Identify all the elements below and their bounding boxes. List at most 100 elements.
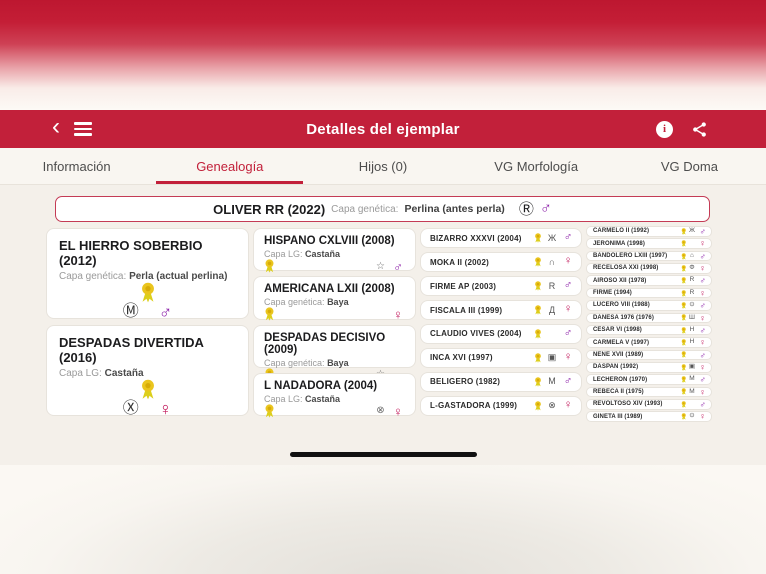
- horse-name: DANESA 1976 (1976): [593, 314, 654, 321]
- ancestor-card[interactable]: HISPANO CXLVIII (2008) Capa LG: Castaña ☆ ♂: [253, 228, 416, 273]
- info-icon[interactable]: i: [656, 120, 673, 138]
- ancestor-row[interactable]: CESAR VI (1998) H ♂: [586, 324, 712, 336]
- horse-name: BANDOLERO LXIII (1997): [593, 253, 668, 259]
- female-icon: ♀: [393, 403, 403, 419]
- horse-name: FIRME (1994): [593, 290, 632, 297]
- back-icon[interactable]: ‹: [52, 113, 60, 140]
- ancestor-row[interactable]: FIRME AP (2003) R ♂: [420, 275, 582, 297]
- home-indicator: [290, 452, 477, 457]
- male-icon: ♂: [563, 279, 573, 292]
- award-icon: [535, 401, 541, 411]
- female-icon: ♀: [699, 337, 706, 348]
- brand-mark-icon: H: [689, 338, 695, 346]
- male-icon: ♂: [563, 327, 573, 340]
- ancestor-row[interactable]: INCA XVI (1997) ▣ ♀: [420, 347, 582, 369]
- genealogy-tree: EL HIERRO SOBERBIO (2012) Capa genética: …: [46, 226, 712, 422]
- ancestor-row[interactable]: FIRME (1994) R ♀: [586, 287, 712, 299]
- tab-bar: Información Genealogía Hijos (0) VG Morf…: [0, 148, 766, 185]
- horse-name: CARMELO II (1992): [593, 228, 650, 235]
- share-icon[interactable]: [691, 121, 708, 138]
- ancestor-row[interactable]: DASPAN (1992) ▣ ♀: [586, 361, 712, 373]
- ancestor-row[interactable]: MOKA II (2002) ∩ ♀: [420, 251, 582, 273]
- horse-name: REBECA II (1975): [593, 388, 644, 395]
- ancestor-row[interactable]: FISCALA III (1999) Д ♀: [420, 299, 582, 321]
- brand-mark-icon: M: [689, 387, 695, 395]
- horse-name: BELIGERO (1982): [430, 377, 501, 387]
- ancestor-row[interactable]: BELIGERO (1982) M ♂: [420, 371, 582, 393]
- brand-mark-icon: H: [689, 325, 695, 333]
- brand-mark-icon: R: [689, 288, 695, 296]
- horse-name: NENE XVII (1989): [593, 351, 644, 358]
- tab-vg-morfologia[interactable]: VG Morfología: [494, 158, 579, 174]
- horse-name: FISCALA III (1999): [430, 305, 503, 315]
- female-icon: ♀: [699, 411, 706, 422]
- brand-mark-icon: ∩: [548, 256, 556, 267]
- capa-label: Capa genética:: [59, 271, 127, 282]
- male-icon: ♂: [699, 399, 706, 410]
- female-icon: ♀: [393, 307, 403, 323]
- tab-vg-doma[interactable]: VG Doma: [660, 158, 718, 174]
- ancestor-card[interactable]: DESPADAS DECISIVO (2009) Capa genética: B…: [253, 324, 416, 382]
- ancestor-row[interactable]: REVOLTOSO XIV (1993) ♂: [586, 399, 712, 410]
- award-icon: [681, 289, 686, 297]
- ancestor-row[interactable]: LUCERO VIII (1988) ⊙ ♂: [586, 300, 712, 311]
- award-icon: [535, 233, 541, 243]
- ancestor-row[interactable]: CARMELA V (1997) H ♀: [586, 337, 712, 348]
- capa-label: Capa genética:: [264, 297, 325, 308]
- award-icon: [681, 388, 686, 396]
- ancestor-row[interactable]: REBECA II (1975) M ♀: [586, 386, 712, 398]
- horse-name: CARMELA V (1997): [593, 339, 650, 346]
- ancestor-row[interactable]: AIROSO XII (1978) R ♂: [586, 275, 712, 286]
- ancestor-card[interactable]: AMERICANA LXII (2008) Capa genética: Baya…: [253, 276, 416, 323]
- capa-label: Capa LG:: [264, 393, 303, 404]
- ancestor-row[interactable]: BIZARRO XXXVI (2004) Ж ♂: [420, 228, 582, 249]
- subject-capa-value: Perlina (antes perla): [404, 203, 505, 215]
- award-icon: [535, 281, 541, 291]
- male-icon: ♂: [563, 231, 573, 244]
- tab-hijos[interactable]: Hijos (0): [358, 158, 408, 174]
- brand-mark-icon: R: [689, 276, 695, 284]
- award-icon: [535, 257, 541, 267]
- ancestor-row[interactable]: CLAUDIO VIVES (2004) ♂: [420, 323, 582, 345]
- ancestor-row[interactable]: RECELOSA XXI (1998) Φ ♀: [586, 263, 712, 274]
- background-blur-bottom: [0, 465, 766, 574]
- horse-name: EL HIERRO SOBERBIO (2012): [59, 238, 203, 268]
- ancestor-card[interactable]: L NADADORA (2004) Capa LG: Castaña ⊗ ♀: [253, 372, 416, 419]
- tab-informacion[interactable]: Información: [42, 158, 111, 174]
- award-icon: [535, 329, 541, 339]
- brand-mark-icon: M: [689, 375, 695, 383]
- brand-mark-icon: ☆: [376, 260, 385, 272]
- female-icon: ♀: [563, 303, 573, 316]
- horse-name: LECHERON (1970): [593, 376, 648, 383]
- ancestor-row[interactable]: BANDOLERO LXIII (1997) ⌂ ♂: [586, 250, 712, 262]
- horse-name: HISPANO CXLVIII (2008): [264, 235, 395, 247]
- award-icon: [265, 307, 274, 321]
- brand-mark-icon: ⊗: [548, 400, 556, 411]
- brand-mark-icon: ▣: [547, 352, 557, 363]
- male-icon: ♂: [699, 275, 706, 286]
- male-icon: ♂: [699, 324, 706, 335]
- ancestor-card[interactable]: DESPADAS DIVERTIDA (2016) Capa LG: Castañ…: [46, 325, 249, 419]
- menu-icon[interactable]: [74, 122, 92, 136]
- male-icon: ♂: [699, 300, 706, 311]
- award-icon: [681, 363, 686, 371]
- ancestor-row[interactable]: NENE XVII (1989) ♂: [586, 349, 712, 361]
- female-icon: ♀: [158, 399, 173, 419]
- horse-name: GINETA III (1989): [593, 413, 643, 420]
- ancestor-row[interactable]: CARMELO II (1992) Ж ♂: [586, 226, 712, 237]
- brand-mark-icon: R: [548, 280, 556, 291]
- tab-genealogia[interactable]: Genealogía: [153, 148, 306, 184]
- ancestor-row[interactable]: L-GASTADORA (1999) ⊗ ♀: [420, 395, 582, 416]
- brand-mark-icon: Ш: [689, 313, 695, 321]
- male-icon: ♂: [699, 374, 706, 385]
- capa-value: Castaña: [104, 368, 144, 379]
- male-icon: ♂: [699, 349, 706, 360]
- ancestor-row[interactable]: LECHERON (1970) M ♂: [586, 374, 712, 385]
- ancestor-row[interactable]: DANESA 1976 (1976) Ш ♀: [586, 312, 712, 324]
- ancestor-row[interactable]: GINETA III (1989) ⊙ ♀: [586, 411, 712, 422]
- ancestor-card[interactable]: EL HIERRO SOBERBIO (2012) Capa genética: …: [46, 228, 249, 321]
- ancestor-row[interactable]: JERONIMA (1998) ♀: [586, 238, 712, 249]
- male-icon: ♂: [563, 375, 573, 388]
- capa-value: Castaña: [305, 249, 341, 259]
